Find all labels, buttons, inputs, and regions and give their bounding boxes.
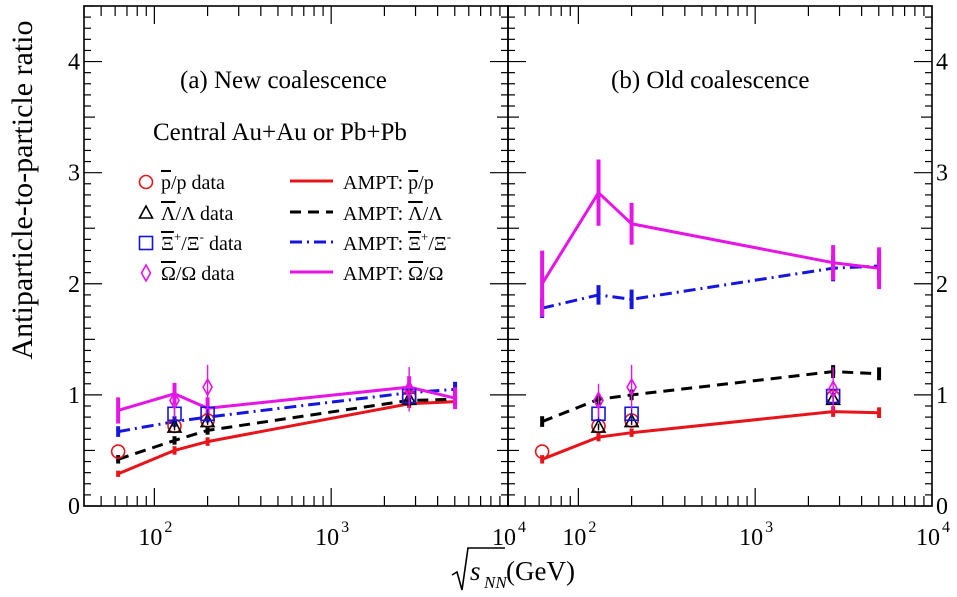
y-axis-label: Antiparticle-to-particle ratio (6, 20, 39, 359)
plot-frame (507, 5, 933, 507)
marker-circle (138, 174, 154, 190)
legend-label: p/p data (161, 172, 225, 194)
marker-triangle (590, 418, 607, 433)
legend-entry: Λ/Λ data (138, 203, 233, 225)
y-tick-label: 2 (68, 272, 80, 298)
legend-label-antiparticle: Ξ (408, 233, 421, 255)
x-tick-label: 10 (739, 525, 763, 551)
legend-label: Λ/Λ data (161, 203, 233, 225)
marker-diamond (169, 390, 180, 411)
x-tick-label-exponent: 4 (518, 519, 526, 536)
marker-triangle (138, 204, 154, 219)
legend-label: AMPT: Ω/Ω (343, 263, 443, 285)
legend-label-particle: /Ω data (176, 263, 235, 285)
x-tick-label-exponent: 3 (341, 519, 349, 536)
marker-square (138, 235, 154, 251)
x-axis-label: s NN (GeV) (451, 547, 575, 592)
data-layer (110, 364, 458, 477)
legend-entry: Ω/Ω data (140, 263, 235, 285)
marker-diamond (626, 377, 638, 397)
legend-label-sup: + (421, 229, 428, 244)
legend-label-particle: /Ξ (428, 233, 446, 255)
marker-diamond (202, 377, 214, 397)
legend-entry: AMPT: Ξ+/Ξ- (290, 229, 451, 255)
panel-title: (b) Old coalescence (611, 67, 810, 94)
x-tick-label: 10 (916, 525, 940, 551)
legend-entry: Ξ+/Ξ- data (138, 229, 242, 255)
x-tick-label: 10 (562, 525, 586, 551)
legend-label-antiparticle: Λ (161, 203, 176, 225)
legend-label-prefix: AMPT: (343, 263, 408, 285)
legend-label: Ω/Ω data (161, 263, 235, 285)
y-tick-label: 1 (936, 383, 948, 409)
legend-label-particle: /Ω (423, 263, 443, 285)
legend-label-particle: /Λ (423, 203, 444, 225)
panel-title: (a) New coalescence (180, 67, 387, 94)
marker-diamond (593, 390, 604, 411)
legend-label-antiparticle: Ω (161, 263, 176, 285)
legend-label-particle: /Ξ (181, 233, 199, 255)
x-tick-label: 10 (492, 525, 516, 551)
marker-diamond (403, 379, 415, 399)
y-tick-label: 0 (68, 494, 80, 520)
legend-label-antiparticle: Ξ (161, 233, 174, 255)
legend-label-sup: + (174, 229, 181, 244)
legend-entry: AMPT: p/p (290, 172, 434, 194)
legend-label-antiparticle: Ω (408, 263, 423, 285)
legend-label: AMPT: Ξ+/Ξ- (343, 229, 451, 255)
y-tick-label: 3 (936, 161, 948, 187)
x-tick-label-exponent: 3 (765, 519, 773, 536)
legend-entry: AMPT: Λ/Λ (290, 203, 443, 225)
legend-label-antiparticle: p (408, 172, 418, 194)
y-tick-label: 4 (68, 50, 80, 76)
legend-label-prefix: AMPT: (343, 172, 408, 194)
panel-subtitle: Central Au+Au or Pb+Pb (153, 119, 407, 146)
data-layer (534, 159, 882, 464)
y-tick-label: 4 (936, 50, 948, 76)
marker-circle (110, 444, 126, 459)
legend-entry: p/p data (138, 172, 225, 194)
legend-label-antiparticle: p (161, 172, 171, 194)
y-tick-label: 0 (936, 494, 948, 520)
x-tick-label: 10 (138, 525, 162, 551)
x-axis-label-unit: (GeV) (506, 556, 575, 586)
y-tick-label: 2 (936, 272, 948, 298)
series-line-blue (541, 264, 880, 310)
legend-label-sup: - (447, 229, 451, 244)
legend-label-sup: - (200, 229, 204, 244)
legend-label-particle: /p (418, 172, 434, 194)
legend-label-antiparticle: Λ (408, 203, 423, 225)
marker-diamond (140, 263, 152, 283)
legend-label: AMPT: Λ/Λ (343, 203, 443, 225)
marker-diamond (827, 379, 839, 399)
legend-entry: AMPT: Ω/Ω (290, 263, 443, 285)
legend-label-particle: /Λ data (176, 203, 234, 225)
x-tick-label-exponent: 2 (164, 519, 172, 536)
x-tick-label-exponent: 4 (942, 519, 950, 536)
legend-label: Ξ+/Ξ- data (161, 229, 242, 255)
legend-label-prefix: AMPT: (343, 203, 408, 225)
y-tick-label: 3 (68, 161, 80, 187)
marker-circle (534, 444, 550, 459)
x-axis-label-sub: NN (483, 573, 508, 592)
marker-triangle (166, 418, 183, 433)
legend-label-prefix: AMPT: (343, 233, 408, 255)
legend-label: AMPT: p/p (343, 172, 434, 194)
x-axis-label-s: s (470, 556, 481, 586)
y-tick-label: 1 (68, 383, 80, 409)
x-tick-label: 10 (315, 525, 339, 551)
legend-label-particle: /p data (171, 172, 225, 194)
sqrt-sign (451, 547, 505, 591)
x-tick-label-exponent: 2 (588, 519, 596, 536)
legend-label-suffix: data (204, 233, 242, 255)
